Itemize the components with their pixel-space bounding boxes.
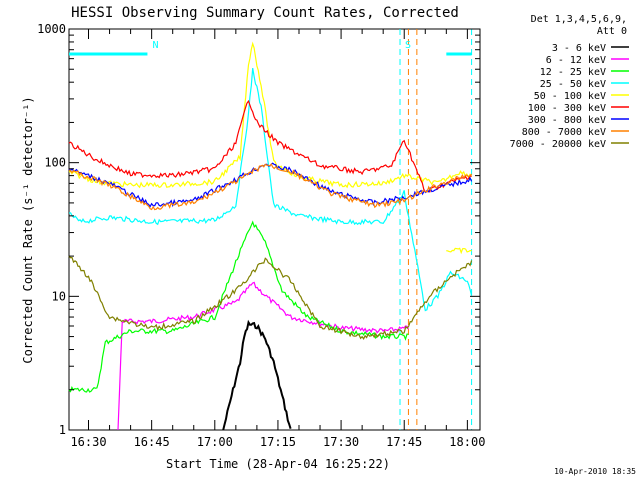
x-tick-label: 17:00 (197, 435, 233, 449)
x-tick-label: 18:00 (449, 435, 485, 449)
x-axis-label: Start Time (28-Apr-04 16:25:22) (166, 457, 390, 471)
marker-lines (399, 29, 473, 430)
x-tick-label: 16:30 (70, 435, 106, 449)
series-line-9 (68, 255, 473, 340)
annotation-label: N (152, 40, 158, 51)
x-tick-label: 17:45 (386, 435, 422, 449)
legend-label: 50 - 100 keV (534, 91, 606, 102)
series-line-4 (68, 68, 473, 312)
series-line-8 (68, 163, 473, 211)
legend-label: 25 - 50 keV (540, 79, 606, 90)
legend-label: 12 - 25 keV (540, 67, 606, 78)
y-tick-label: 100 (44, 156, 66, 170)
y-tick-label: 10 (52, 289, 66, 303)
chart-title: HESSI Observing Summary Count Rates, Cor… (71, 5, 459, 21)
legend-label: 800 - 7000 keV (522, 127, 606, 138)
y-axis-label: Corrected Count Rate (s⁻¹ detector⁻¹) (21, 96, 35, 363)
series-line-3 (68, 220, 409, 393)
x-axis: 16:30 16:45 17:00 17:15 17:30 17:45 18:00 (70, 29, 485, 449)
legend-label: 3 - 6 keV (552, 43, 606, 54)
legend-header-line-1: Det 1,3,4,5,6,9, (531, 14, 627, 25)
series-line-7 (68, 162, 473, 208)
plot-frame (68, 28, 481, 431)
y-axis: 1 10 100 1000 (37, 22, 480, 437)
y-tick-label: 1 (59, 423, 66, 437)
legend-label: 7000 - 20000 keV (510, 139, 606, 150)
annotation-label: S (405, 40, 411, 51)
generated-timestamp: 10-Apr-2010 18:35 (554, 467, 636, 476)
legend-header-line-2: Att 0 (597, 26, 627, 37)
series-line-6 (68, 99, 472, 193)
series-line-2 (117, 281, 409, 431)
series-line-1 (222, 319, 292, 431)
x-tick-label: 17:30 (323, 435, 359, 449)
legend-label: 100 - 300 keV (528, 103, 606, 114)
series-lines (68, 41, 473, 431)
legend-label: 300 - 800 keV (528, 115, 606, 126)
series-line-5 (68, 41, 473, 255)
legend-label: 6 - 12 keV (546, 55, 606, 66)
x-tick-label: 17:15 (260, 435, 296, 449)
x-tick-label: 16:45 (134, 435, 170, 449)
y-tick-label: 1000 (37, 22, 66, 36)
